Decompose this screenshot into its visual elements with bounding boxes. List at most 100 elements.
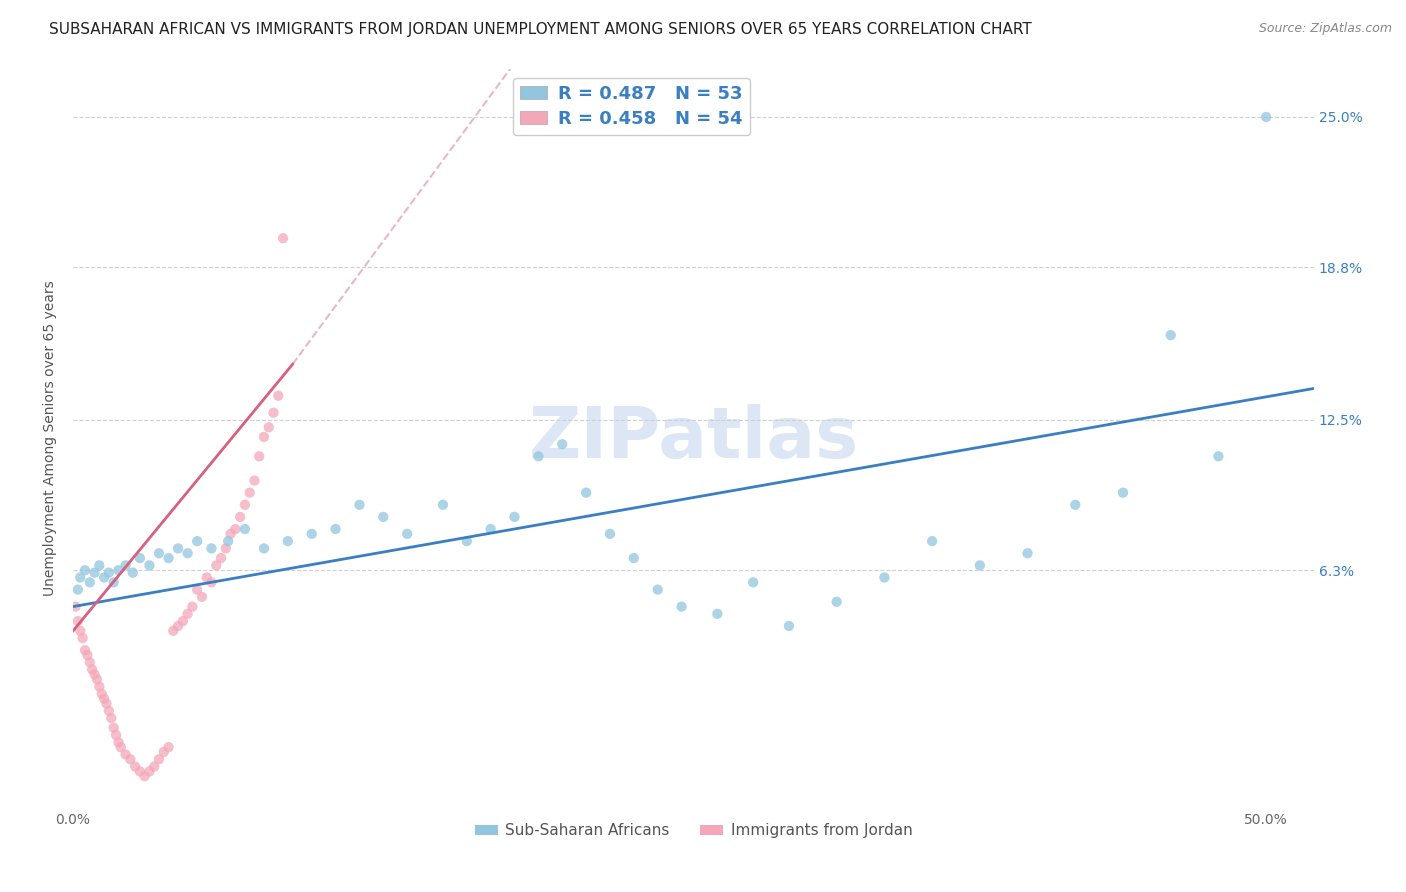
Point [121, 566, 143, 580]
Point [152, 745, 174, 759]
Point [162, 624, 184, 638]
Point [172, 614, 194, 628]
Point [114, 747, 136, 762]
Point [114, 558, 136, 573]
Point [253, 430, 276, 444]
Point [200, 575, 222, 590]
Point [224, 522, 246, 536]
Point [129, 764, 152, 779]
Point [90, 687, 112, 701]
Point [72, 631, 94, 645]
Point [301, 527, 323, 541]
Point [186, 534, 208, 549]
Text: ZIPatlas: ZIPatlas [529, 404, 859, 473]
Point [89, 558, 111, 573]
Point [263, 406, 285, 420]
Point [100, 711, 122, 725]
Point [65, 599, 87, 614]
Point [825, 595, 848, 609]
Point [76, 648, 98, 662]
Point [325, 522, 347, 536]
Point [129, 551, 152, 566]
Point [167, 619, 190, 633]
Point [134, 769, 156, 783]
Point [921, 534, 943, 549]
Point [176, 546, 198, 560]
Point [503, 509, 526, 524]
Point [396, 527, 419, 541]
Point [215, 541, 238, 556]
Point [267, 389, 290, 403]
Point [107, 735, 129, 749]
Point [69, 570, 91, 584]
Point [239, 485, 262, 500]
Point [1017, 546, 1039, 560]
Point [79, 575, 101, 590]
Point [229, 509, 252, 524]
Point [1160, 328, 1182, 343]
Point [73, 563, 96, 577]
Point [742, 575, 765, 590]
Point [138, 764, 160, 779]
Point [148, 546, 170, 560]
Point [157, 551, 180, 566]
Point [233, 498, 256, 512]
Point [93, 570, 115, 584]
Point [271, 231, 294, 245]
Point [671, 599, 693, 614]
Point [120, 752, 142, 766]
Point [253, 541, 276, 556]
Point [103, 575, 125, 590]
Point [96, 697, 118, 711]
Point [73, 643, 96, 657]
Point [89, 680, 111, 694]
Y-axis label: Unemployment Among Seniors over 65 years: Unemployment Among Seniors over 65 years [44, 280, 58, 596]
Point [105, 728, 128, 742]
Point [66, 582, 89, 597]
Point [243, 474, 266, 488]
Point [527, 450, 550, 464]
Legend: Sub-Saharan Africans, Immigrants from Jordan: Sub-Saharan Africans, Immigrants from Jo… [468, 817, 918, 845]
Point [247, 450, 270, 464]
Point [195, 570, 218, 584]
Point [69, 624, 91, 638]
Point [148, 752, 170, 766]
Point [79, 656, 101, 670]
Point [83, 566, 105, 580]
Text: SUBSAHARAN AFRICAN VS IMMIGRANTS FROM JORDAN UNEMPLOYMENT AMONG SENIORS OVER 65 : SUBSAHARAN AFRICAN VS IMMIGRANTS FROM JO… [49, 22, 1032, 37]
Point [83, 667, 105, 681]
Point [1208, 450, 1230, 464]
Point [138, 558, 160, 573]
Point [110, 740, 132, 755]
Point [219, 527, 242, 541]
Point [575, 485, 598, 500]
Point [209, 551, 232, 566]
Point [873, 570, 896, 584]
Point [93, 691, 115, 706]
Point [1256, 110, 1278, 124]
Point [86, 673, 108, 687]
Point [217, 534, 239, 549]
Point [157, 740, 180, 755]
Point [277, 534, 299, 549]
Point [66, 614, 89, 628]
Point [186, 582, 208, 597]
Point [176, 607, 198, 621]
Point [349, 498, 371, 512]
Point [623, 551, 645, 566]
Point [191, 590, 214, 604]
Point [205, 558, 228, 573]
Point [143, 759, 166, 773]
Point [1064, 498, 1087, 512]
Point [103, 721, 125, 735]
Point [456, 534, 478, 549]
Point [778, 619, 800, 633]
Point [257, 420, 280, 434]
Point [373, 509, 395, 524]
Point [479, 522, 502, 536]
Text: Source: ZipAtlas.com: Source: ZipAtlas.com [1258, 22, 1392, 36]
Point [82, 663, 104, 677]
Point [181, 599, 204, 614]
Point [1112, 485, 1135, 500]
Point [969, 558, 991, 573]
